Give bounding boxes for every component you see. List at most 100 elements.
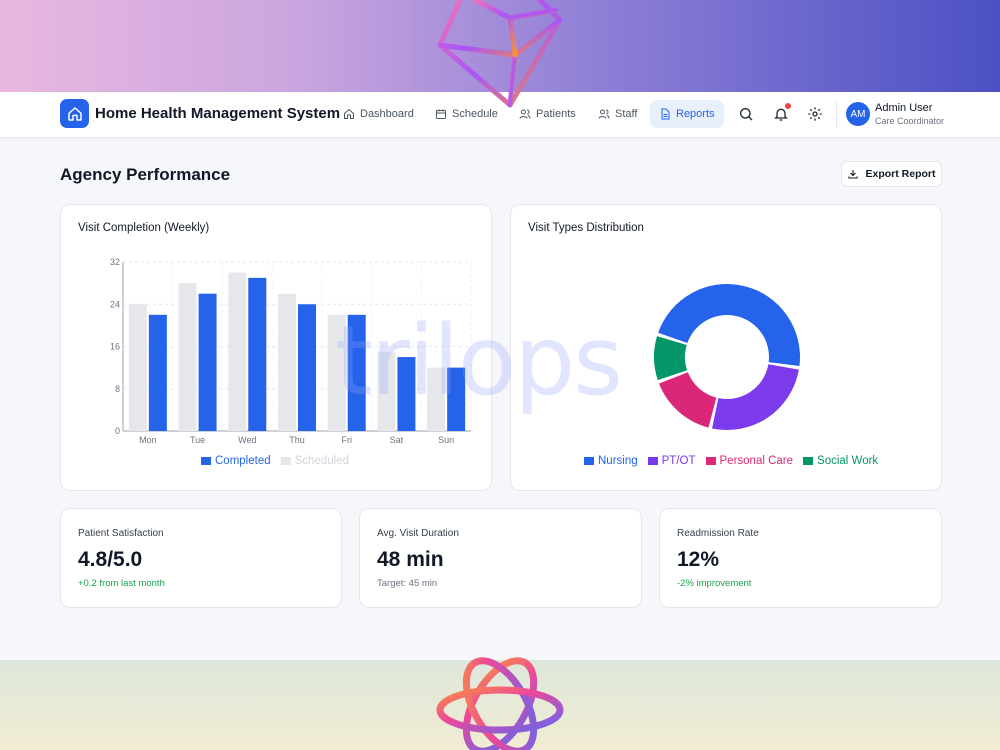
patient-satisfaction-card: Patient Satisfaction 4.8/5.0 +0.2 from l… — [60, 508, 342, 608]
user-group-icon — [598, 109, 610, 119]
bar-scheduled-fri[interactable] — [327, 314, 346, 431]
y-tick-label: 8 — [115, 384, 120, 394]
slice-pt-ot[interactable] — [712, 364, 799, 430]
legend-personal-care-swatch — [705, 457, 716, 465]
legend-ptot-label: PT/OT — [661, 455, 696, 467]
nav-schedule-label: Schedule — [452, 108, 498, 120]
stat-change: +0.2 from last month — [78, 578, 165, 589]
x-tick-label: Tue — [190, 435, 205, 445]
bar-completed-sun[interactable] — [447, 367, 466, 431]
nav-schedule[interactable]: Schedule — [426, 100, 507, 128]
donut-legend: Nursing PT/OT Personal Care Social Work — [584, 455, 878, 467]
legend-social-work-swatch — [803, 457, 814, 465]
nav-staff[interactable]: Staff — [589, 100, 646, 128]
nav-reports-label: Reports — [676, 108, 715, 120]
nav-patients-label: Patients — [536, 108, 576, 120]
y-tick-label: 32 — [110, 257, 120, 267]
export-report-button[interactable]: Export Report — [841, 161, 942, 187]
legend-completed-label: Completed — [215, 455, 271, 467]
y-tick-label: 24 — [110, 299, 120, 309]
home-icon — [344, 108, 354, 119]
y-tick-label: 0 — [115, 426, 120, 436]
users-icon — [519, 109, 531, 119]
legend-completed-swatch — [201, 457, 211, 465]
avg-visit-duration-card: Avg. Visit Duration 48 min Target: 45 mi… — [359, 508, 642, 608]
x-tick-label: Wed — [238, 435, 256, 445]
bar-scheduled-thu[interactable] — [278, 293, 296, 431]
legend-social-work-label: Social Work — [817, 455, 879, 467]
notification-dot — [785, 103, 791, 109]
visit-completion-card: Visit Completion (Weekly) 0 8 16 24 32 Mon Tue… — [60, 204, 492, 491]
bottom-banner — [0, 660, 1000, 750]
visit-types-card: Visit Types Distribution Nursing PT/OT P… — [510, 204, 942, 491]
bell-icon[interactable] — [773, 106, 789, 122]
visit-completion-chart: 0 8 16 24 32 Mon Tue Wed Thu Fri Sat Sun — [110, 257, 472, 445]
legend-scheduled-label: Scheduled — [294, 455, 349, 467]
nav-reports[interactable]: Reports — [650, 100, 724, 128]
header-divider — [836, 102, 837, 128]
stat-value: 12% — [677, 548, 720, 571]
legend-nursing-label: Nursing — [598, 455, 638, 467]
bar-scheduled-wed[interactable] — [228, 272, 247, 431]
stat-value: 4.8/5.0 — [78, 548, 143, 571]
bar-chart-legend: Completed Scheduled — [201, 455, 349, 467]
visit-completion-title: Visit Completion (Weekly) — [78, 222, 210, 234]
bar-completed-fri[interactable] — [347, 314, 366, 431]
bar-scheduled-sun[interactable] — [427, 367, 446, 431]
bar-scheduled-sat[interactable] — [377, 351, 396, 431]
x-tick-label: Sun — [438, 435, 454, 445]
visit-types-chart — [654, 284, 800, 430]
stat-label: Readmission Rate — [677, 528, 759, 539]
stat-value: 48 min — [377, 548, 444, 571]
wireframe-cube-decoration — [437, 0, 563, 108]
x-tick-label: Fri — [341, 435, 352, 445]
calendar-icon — [436, 109, 446, 119]
bar-completed-tue[interactable] — [198, 293, 217, 431]
legend-ptot[interactable]: PT/OT — [647, 455, 696, 467]
user-role: Care Coordinator — [875, 116, 945, 126]
slice-nursing[interactable] — [658, 284, 800, 367]
legend-social-work[interactable]: Social Work — [803, 455, 878, 467]
stat-target: Target: 45 min — [377, 578, 438, 589]
legend-nursing-swatch — [584, 457, 594, 465]
bar-completed-sat[interactable] — [397, 357, 416, 431]
nav-staff-label: Staff — [615, 108, 638, 120]
readmission-rate-card: Readmission Rate 12% -2% improvement — [659, 508, 942, 608]
avatar[interactable]: AM — [846, 102, 870, 126]
user-name: Admin User — [875, 102, 933, 114]
stat-label: Patient Satisfaction — [78, 528, 164, 539]
export-report-label: Export Report — [865, 168, 936, 180]
y-tick-label: 16 — [110, 342, 120, 352]
app-title: Home Health Management System — [95, 105, 341, 122]
slice-personal-care[interactable] — [658, 372, 717, 428]
stat-label: Avg. Visit Duration — [377, 528, 459, 539]
home-logo-icon[interactable] — [60, 99, 89, 128]
atom-decoration — [436, 657, 564, 750]
legend-ptot-swatch — [647, 457, 658, 465]
search-icon[interactable] — [738, 106, 754, 122]
legend-scheduled[interactable]: Scheduled — [280, 455, 349, 467]
nav-dashboard[interactable]: Dashboard — [334, 100, 423, 128]
nav-patients[interactable]: Patients — [510, 100, 585, 128]
nav-dashboard-label: Dashboard — [360, 108, 414, 120]
legend-personal-care[interactable]: Personal Care — [705, 455, 794, 467]
stat-change: -2% improvement — [677, 578, 752, 589]
bar-completed-thu[interactable] — [298, 304, 316, 431]
x-tick-label: Sat — [390, 435, 404, 445]
download-icon — [848, 170, 859, 179]
bar-completed-wed[interactable] — [248, 277, 267, 431]
x-tick-label: Mon — [139, 435, 157, 445]
legend-completed[interactable]: Completed — [201, 455, 271, 467]
bar-scheduled-tue[interactable] — [178, 283, 197, 431]
visit-types-title: Visit Types Distribution — [528, 222, 644, 234]
document-icon — [661, 108, 670, 120]
legend-personal-care-label: Personal Care — [719, 455, 794, 467]
gear-icon[interactable] — [807, 106, 823, 122]
legend-scheduled-swatch — [280, 457, 291, 465]
x-tick-label: Thu — [289, 435, 305, 445]
legend-nursing[interactable]: Nursing — [584, 455, 638, 467]
page-title: Agency Performance — [60, 165, 231, 184]
bar-scheduled-mon[interactable] — [128, 304, 147, 431]
slice-social-work[interactable] — [654, 336, 688, 381]
bar-completed-mon[interactable] — [148, 314, 167, 431]
